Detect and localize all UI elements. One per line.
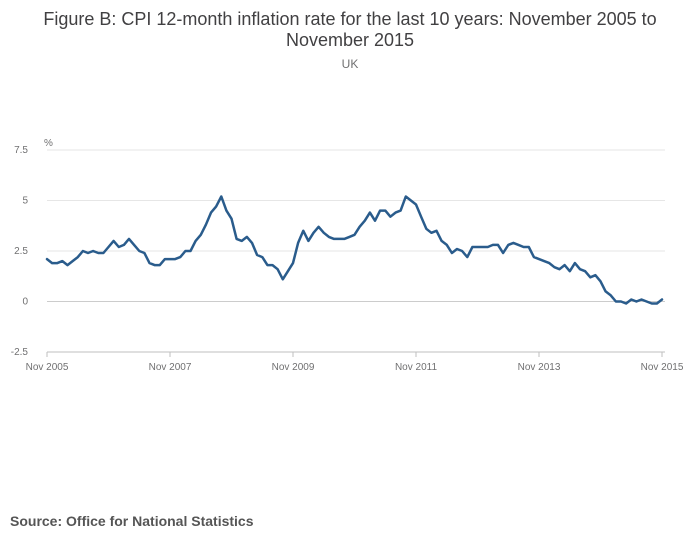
- x-tick-label: Nov 2015: [641, 362, 684, 373]
- y-tick-label: 5: [22, 196, 28, 207]
- chart-title: Figure B: CPI 12-month inflation rate fo…: [43, 9, 657, 50]
- x-axis: Nov 2005 Nov 2007 Nov 2009 Nov 2011 Nov 2013…: [26, 351, 684, 373]
- y-axis-label: %: [44, 138, 53, 149]
- x-tick-label: Nov 2007: [149, 362, 192, 373]
- y-tick-label: 0: [22, 297, 28, 308]
- x-tick-label: Nov 2013: [518, 362, 561, 373]
- series-line-cpi: [45, 195, 664, 305]
- y-tick-label: 7.5: [14, 145, 28, 156]
- x-tick-label: Nov 2009: [272, 362, 315, 373]
- source-note: Source: Office for National Statistics: [10, 513, 254, 529]
- chart-subtitle: UK: [341, 57, 359, 71]
- x-tick-label: Nov 2011: [395, 362, 438, 373]
- y-tick-label: 2.5: [14, 246, 28, 257]
- y-tick-label: -2.5: [11, 347, 29, 358]
- x-tick-label: Nov 2005: [26, 362, 69, 373]
- series-group: [45, 195, 664, 305]
- y-axis: 7.5 5 2.5 0 -2.5%: [11, 138, 53, 358]
